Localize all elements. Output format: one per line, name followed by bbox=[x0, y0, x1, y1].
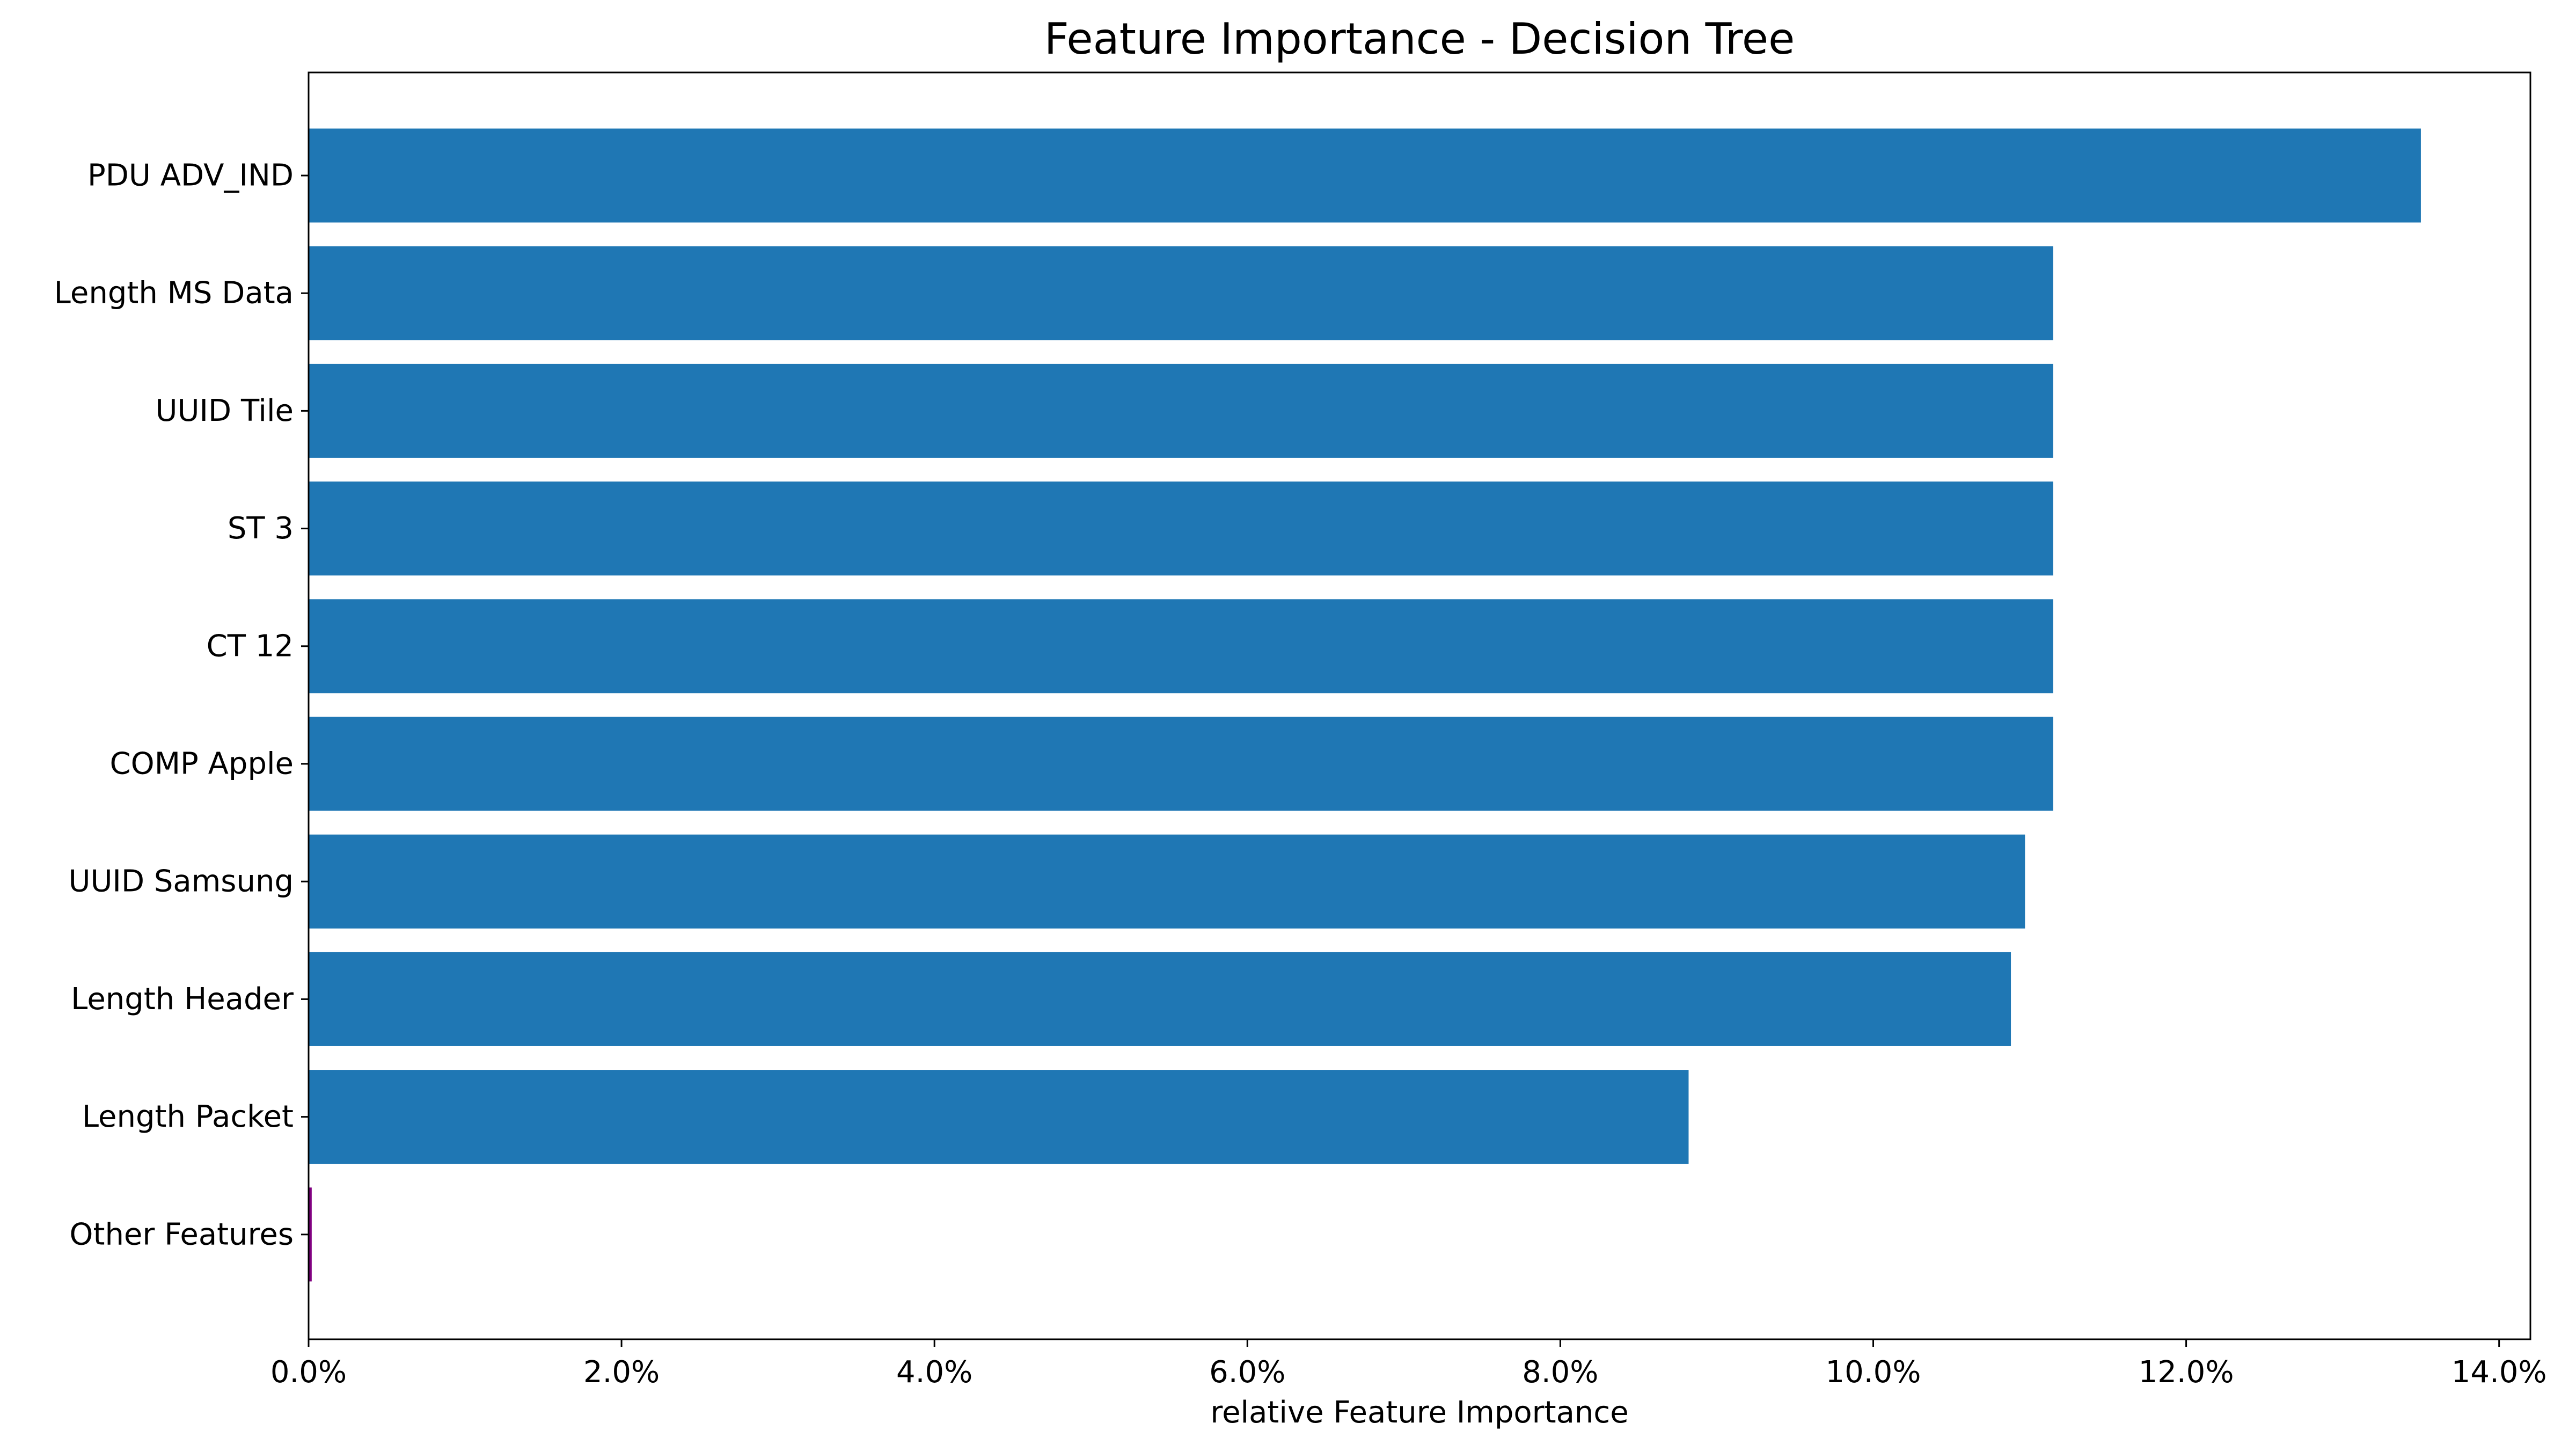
y-tick-label: Length Packet bbox=[82, 1099, 294, 1134]
y-tick-label: Length Header bbox=[71, 982, 294, 1017]
x-tick-label: 14.0% bbox=[2451, 1355, 2547, 1390]
y-tick-label: Other Features bbox=[69, 1217, 294, 1252]
plot-frame bbox=[308, 71, 2531, 1340]
y-tick-label: PDU ADV_IND bbox=[87, 158, 294, 193]
bar-ct-12 bbox=[309, 599, 2053, 694]
bars-layer bbox=[309, 128, 2421, 1282]
y-axis: PDU ADV_IND Length MS Data UUID Tile ST 3 CT… bbox=[54, 158, 309, 1252]
bar-length-packet bbox=[309, 1070, 1689, 1164]
x-tick-label: 2.0% bbox=[583, 1355, 660, 1390]
y-tick-label: COMP Apple bbox=[110, 747, 294, 782]
y-tick-label: UUID Tile bbox=[156, 393, 294, 428]
x-axis-label: relative Feature Importance bbox=[1210, 1395, 1628, 1430]
x-tick-label: 8.0% bbox=[1522, 1355, 1598, 1390]
x-tick-label: 0.0% bbox=[270, 1355, 347, 1390]
bar-length-header bbox=[309, 952, 2011, 1046]
bar-uuid-samsung bbox=[309, 834, 2025, 929]
y-tick-label: CT 12 bbox=[207, 629, 294, 663]
bar-pdu-adv-ind bbox=[309, 128, 2421, 223]
x-tick-label: 10.0% bbox=[1826, 1355, 1921, 1390]
y-tick-label: UUID Samsung bbox=[68, 864, 294, 899]
x-tick-label: 12.0% bbox=[2139, 1355, 2234, 1390]
bar-other-features bbox=[309, 1187, 312, 1282]
y-tick-label: Length MS Data bbox=[54, 276, 294, 311]
y-tick-label: ST 3 bbox=[228, 511, 294, 546]
x-tick-label: 4.0% bbox=[896, 1355, 972, 1390]
x-tick-label: 6.0% bbox=[1209, 1355, 1285, 1390]
bar-length-ms-data bbox=[309, 246, 2053, 340]
bar-uuid-tile bbox=[309, 363, 2053, 458]
bar-comp-apple bbox=[309, 717, 2053, 811]
bar-st-3 bbox=[309, 481, 2053, 576]
x-axis: 0.0% 2.0% 4.0% 6.0% 8.0% 10.0% 12.0% 14.0% bbox=[270, 1339, 2547, 1390]
chart-title: Feature Importance - Decision Tree bbox=[1044, 14, 1795, 64]
